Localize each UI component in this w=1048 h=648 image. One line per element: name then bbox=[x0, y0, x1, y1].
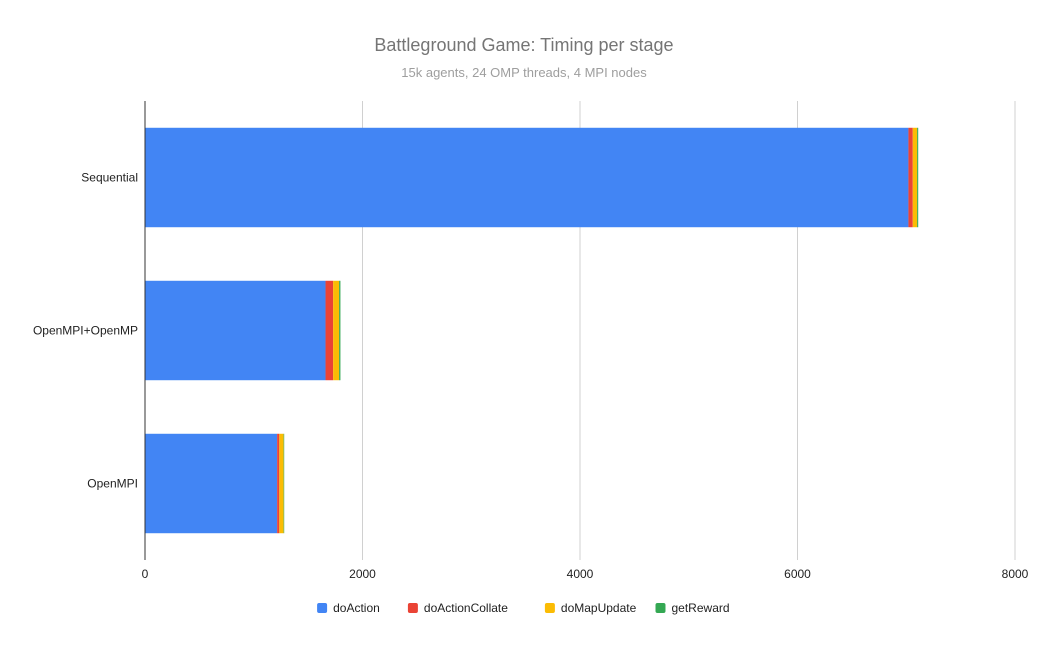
x-tick-label: 2000 bbox=[349, 567, 376, 581]
bar-doAction-1 bbox=[145, 280, 326, 381]
category-label: OpenMPI bbox=[87, 477, 138, 491]
bar-getReward-2 bbox=[283, 433, 285, 534]
legend-swatch-doMapUpdate bbox=[544, 603, 555, 613]
bar-doActionCollate-2 bbox=[277, 433, 280, 534]
legend-label-doMapUpdate: doMapUpdate bbox=[561, 601, 637, 615]
legend-label-doAction: doAction bbox=[333, 601, 380, 615]
x-tick-label: 4000 bbox=[567, 567, 594, 581]
x-tick-label: 0 bbox=[142, 567, 149, 581]
bar-getReward-0 bbox=[917, 127, 919, 228]
bar-doMapUpdate-0 bbox=[912, 127, 918, 228]
category-label: Sequential bbox=[81, 171, 138, 185]
bar-doActionCollate-0 bbox=[908, 127, 913, 228]
legend-swatch-doAction bbox=[317, 603, 328, 613]
legend-label-getReward: getReward bbox=[672, 601, 730, 615]
chart-title: Battleground Game: Timing per stage bbox=[374, 35, 673, 55]
bar-doAction-2 bbox=[145, 433, 278, 534]
category-label: OpenMPI+OpenMP bbox=[33, 324, 138, 338]
bar-doMapUpdate-2 bbox=[279, 433, 284, 534]
chart-subtitle: 15k agents, 24 OMP threads, 4 MPI nodes bbox=[401, 65, 647, 80]
legend-label-doActionCollate: doActionCollate bbox=[424, 601, 508, 615]
x-tick-label: 6000 bbox=[784, 567, 811, 581]
x-tick-label: 8000 bbox=[1002, 567, 1029, 581]
bar-doMapUpdate-1 bbox=[333, 280, 340, 381]
legend-swatch-getReward bbox=[655, 603, 666, 613]
bar-doAction-0 bbox=[145, 127, 909, 228]
bar-getReward-1 bbox=[339, 280, 341, 381]
category-labels: Sequential OpenMPI+OpenMP OpenMPI bbox=[33, 171, 138, 491]
legend-swatch-doActionCollate bbox=[407, 603, 418, 613]
bar-doActionCollate-1 bbox=[325, 280, 334, 381]
legend: doAction doActionCollate doMapUpdate getRew… bbox=[317, 601, 730, 615]
bars bbox=[145, 127, 919, 534]
x-tick-labels: 0 2000 4000 6000 8000 bbox=[142, 567, 1029, 581]
